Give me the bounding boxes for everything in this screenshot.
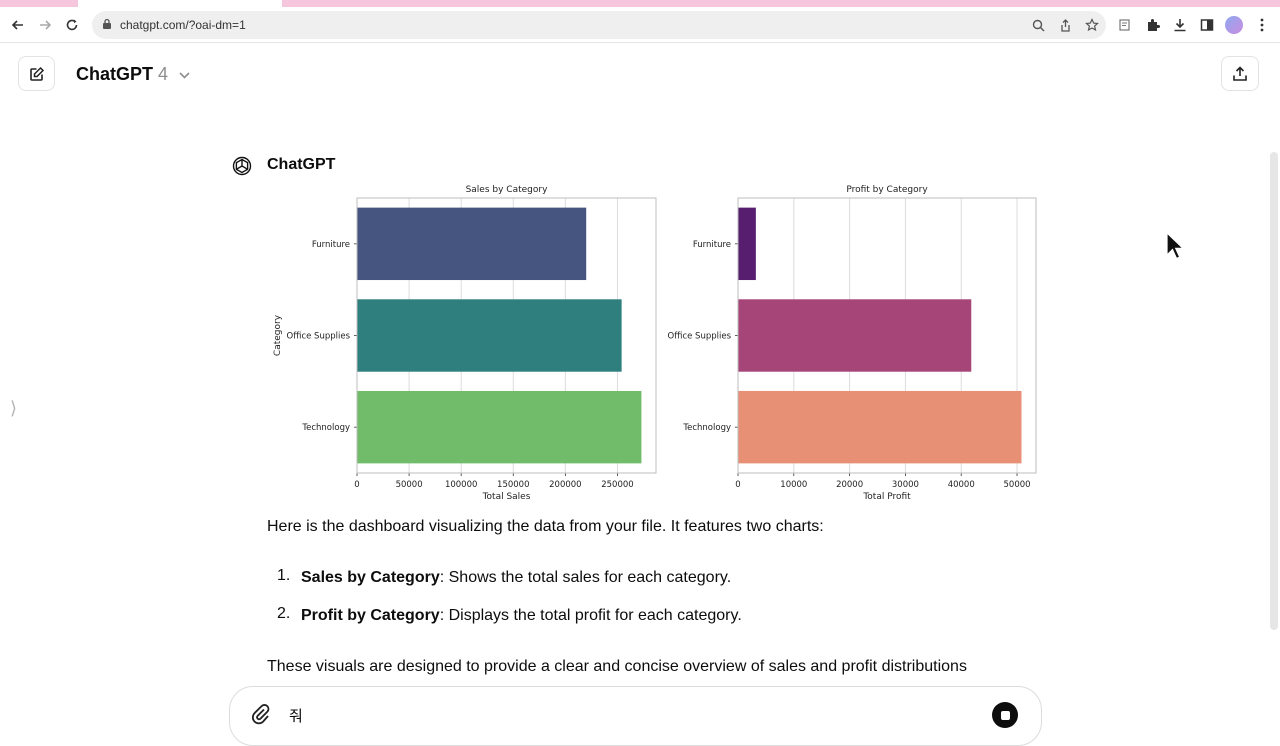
list-item-text: : Displays the total profit for each cat…: [439, 607, 742, 624]
stop-icon: [1000, 710, 1010, 720]
extension-note-icon[interactable]: [1117, 17, 1133, 33]
bar: [357, 299, 622, 372]
list-number: 2.: [277, 605, 291, 622]
sidebar-toggle-icon[interactable]: ⟩: [10, 398, 18, 418]
paperclip-icon[interactable]: [250, 703, 270, 725]
bar: [738, 207, 756, 281]
side-panel-icon[interactable]: [1199, 17, 1215, 33]
reload-icon[interactable]: [62, 15, 82, 35]
x-tick-label: 100000: [445, 480, 477, 490]
new-chat-button[interactable]: [18, 56, 55, 91]
list-item: Profit by Category: Displays the total p…: [301, 605, 742, 627]
y-tick-label: Furniture: [312, 240, 350, 250]
message-author: ChatGPT: [267, 156, 336, 173]
x-tick-label: 40000: [948, 480, 975, 490]
tab-strip-segment: [0, 0, 78, 7]
browser-top-strip: [0, 0, 1280, 7]
browser-toolbar: chatgpt.com/?oai-dm=1: [0, 7, 1280, 43]
bar: [738, 390, 1022, 464]
plot-frame: [356, 197, 657, 474]
x-tick-label: 150000: [497, 480, 529, 490]
y-axis-label: Category: [273, 314, 283, 356]
x-tick-label: 50000: [396, 480, 423, 490]
x-axis-label: Total Profit: [862, 492, 911, 502]
x-tick-label: 250000: [601, 480, 633, 490]
message-closing: These visuals are designed to provide a …: [267, 658, 967, 675]
upload-icon: [1233, 65, 1247, 81]
lock-icon: [103, 18, 111, 29]
url-text: chatgpt.com/?oai-dm=1: [120, 18, 246, 32]
bar: [357, 207, 587, 281]
x-tick-label: 30000: [892, 480, 919, 490]
mouse-cursor-icon: [1166, 232, 1184, 260]
model-selector[interactable]: ChatGPT 4: [76, 64, 190, 85]
back-icon[interactable]: [8, 15, 28, 35]
list-item-title: Profit by Category: [301, 607, 440, 624]
y-tick-label: Furniture: [693, 240, 731, 250]
composer-input-text[interactable]: 줘: [289, 708, 303, 725]
forward-icon[interactable]: [35, 15, 55, 35]
download-icon[interactable]: [1172, 17, 1188, 33]
list-item: Sales by Category: Shows the total sales…: [301, 567, 731, 589]
bookmark-star-icon[interactable]: [1084, 17, 1100, 33]
list-item-title: Sales by Category: [301, 569, 440, 586]
y-tick-label: Technology: [682, 423, 731, 433]
browser-menu-icon[interactable]: [1254, 17, 1270, 33]
edit-icon: [29, 66, 44, 81]
x-tick-label: 0: [735, 480, 740, 490]
x-tick-label: 10000: [780, 480, 807, 490]
share-page-icon[interactable]: [1057, 17, 1073, 33]
x-tick-label: 0: [354, 480, 359, 490]
profile-avatar[interactable]: [1225, 16, 1243, 34]
bar: [738, 299, 972, 372]
chart-title: Profit by Category: [846, 185, 928, 195]
message-composer[interactable]: 줘: [229, 686, 1042, 746]
zoom-icon[interactable]: [1030, 17, 1046, 33]
y-tick-label: Office Supplies: [668, 332, 732, 342]
list-number: 1.: [277, 567, 291, 584]
plot-frame: [737, 197, 1037, 474]
address-bar[interactable]: chatgpt.com/?oai-dm=1: [92, 11, 1106, 39]
y-tick-label: Technology: [301, 423, 350, 433]
scrollbar[interactable]: [1270, 152, 1278, 630]
chevron-down-icon: [179, 72, 190, 79]
dashboard-chart-image: 0 50000 100000 150000 200000 250000FurnitureO…: [273, 185, 1037, 502]
model-name: ChatGPT: [76, 64, 154, 84]
x-axis-label: Total Sales: [482, 492, 531, 502]
y-tick-label: Office Supplies: [287, 332, 351, 342]
share-button[interactable]: [1221, 56, 1259, 91]
tab-strip-segment: [282, 0, 1280, 7]
extensions-puzzle-icon[interactable]: [1145, 17, 1161, 33]
list-item-text: : Shows the total sales for each categor…: [439, 569, 732, 586]
x-tick-label: 20000: [836, 480, 863, 490]
x-tick-label: 200000: [549, 480, 581, 490]
bar: [357, 390, 642, 464]
x-tick-label: 50000: [1004, 480, 1031, 490]
message-intro: Here is the dashboard visualizing the da…: [267, 518, 824, 535]
chart-title: Sales by Category: [466, 185, 549, 195]
chatgpt-logo-icon: [232, 156, 252, 176]
app-header: ChatGPT 4: [0, 44, 1280, 104]
model-version: 4: [158, 64, 169, 84]
stop-generating-button[interactable]: [992, 702, 1018, 728]
